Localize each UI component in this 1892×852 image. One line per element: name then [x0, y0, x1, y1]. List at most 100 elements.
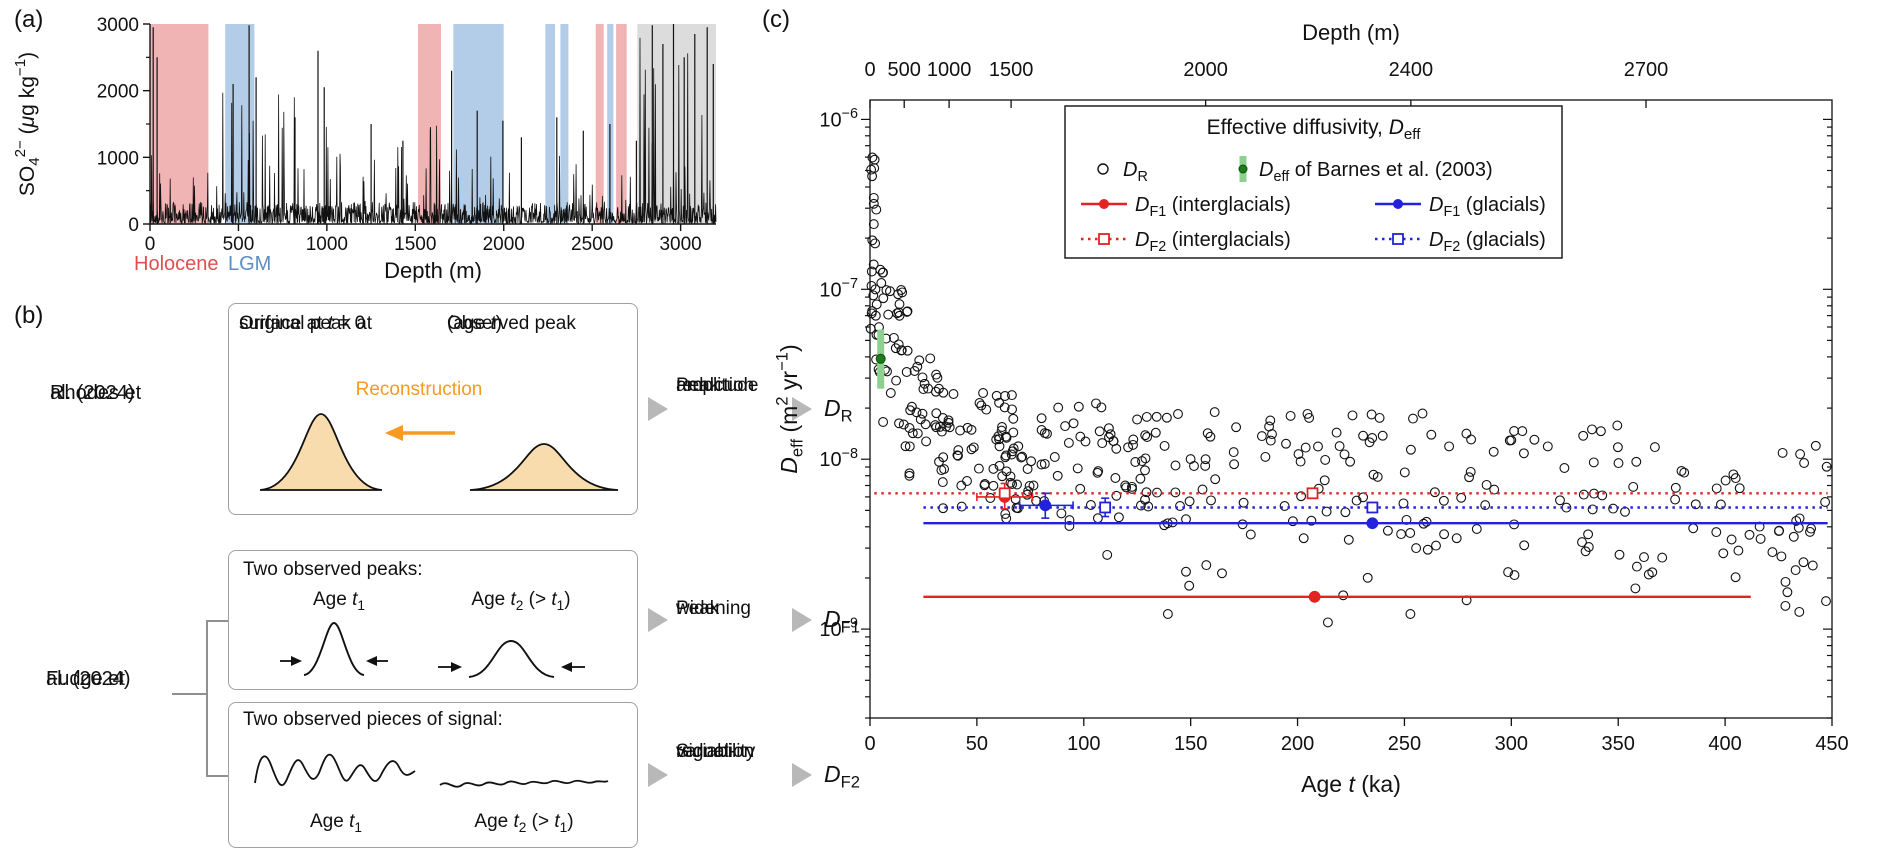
c-xlabel: Age t (ka): [1301, 771, 1401, 797]
dr-point: [1620, 506, 1630, 517]
dr-point: [931, 408, 942, 419]
dr-point: [1580, 546, 1591, 557]
barnes-point: [875, 353, 886, 364]
dr-point: [1755, 533, 1766, 544]
dr-point: [1711, 483, 1722, 494]
depth-tick-label: 1000: [927, 59, 972, 81]
dr-point: [985, 493, 996, 503]
dr-point: [1022, 464, 1033, 474]
dr-point: [868, 259, 879, 270]
depth-axis-title: Depth (m): [1302, 20, 1400, 45]
dr-point: [909, 366, 920, 376]
dr-point: [1587, 424, 1597, 435]
reconstruction-arrow-icon: [385, 425, 455, 441]
observed-peak-curve: [469, 443, 619, 491]
dr-point: [1503, 567, 1514, 578]
dr-point: [1064, 521, 1075, 531]
dr-point: [1583, 529, 1594, 540]
dr-point: [1643, 569, 1654, 580]
dr-point: [1339, 449, 1350, 460]
dr-point: [1649, 442, 1660, 453]
dr-point: [1265, 415, 1276, 426]
dr-point: [1331, 427, 1342, 438]
legend-box: [1064, 105, 1563, 259]
dr-point: [1161, 412, 1172, 423]
dr-point: [1821, 596, 1831, 607]
signal-piece-1: [254, 753, 416, 786]
c-xtick-label: 400: [1708, 733, 1741, 755]
dr-point: [896, 345, 907, 356]
dr-point: [907, 428, 918, 439]
df2-result: DF2: [824, 761, 860, 792]
dr-point: [1559, 463, 1570, 473]
dr-point: [1810, 440, 1821, 451]
dr-point: [871, 204, 882, 215]
dr-point: [878, 417, 889, 427]
dr-point: [1072, 463, 1083, 474]
dr-point: [1597, 490, 1608, 501]
arrow-right-icon: [792, 397, 812, 421]
dr-point: [1170, 460, 1181, 471]
dr-point: [1181, 566, 1191, 577]
legend-circle-icon: [1099, 199, 1109, 209]
dr-point: [877, 267, 888, 278]
dr-point: [911, 407, 922, 418]
dr-point: [1718, 548, 1729, 559]
dr-point: [1358, 430, 1369, 441]
legend-barnes-label: Deff of Barnes et al. (2003): [1259, 159, 1493, 185]
dr-point: [1012, 479, 1022, 490]
dr-point: [894, 299, 905, 310]
dr-point: [1293, 449, 1304, 460]
dr-point: [920, 419, 931, 430]
dr-point: [1334, 441, 1345, 452]
fit-marker-circle: [1039, 499, 1052, 512]
dr-point: [1085, 500, 1096, 510]
lgm-band: [545, 24, 555, 224]
legend-barnes-dot-icon: [1238, 164, 1248, 174]
depth-tick-label: 2700: [1624, 59, 1669, 81]
fudge-bracket: [172, 693, 206, 695]
dr-point: [1068, 418, 1079, 429]
dr-point: [1075, 431, 1086, 442]
dr-point: [901, 367, 912, 377]
dr-point: [1509, 426, 1520, 436]
dr-point: [905, 405, 916, 416]
dr-point: [1028, 480, 1039, 491]
dr-point: [968, 442, 979, 453]
dr-point: [1000, 391, 1010, 401]
dr-point: [1052, 470, 1063, 481]
dr-point: [1798, 557, 1809, 568]
dr-point: [1321, 506, 1332, 517]
dr-point: [1517, 426, 1528, 437]
reconstruction-label: Reconstruction: [355, 379, 483, 400]
dr-point: [871, 299, 882, 310]
dr-point: [1217, 568, 1227, 579]
dr-point: [1281, 438, 1291, 449]
dr-point: [1488, 446, 1499, 457]
dr-point: [1103, 423, 1114, 434]
dr-point: [1358, 492, 1369, 503]
panel-b-diagram: Rhodes et al. (2024) Fudge et al. (2024)…: [0, 295, 860, 852]
legend-square-icon: [1392, 233, 1404, 245]
dr-point: [1105, 429, 1116, 440]
fudge-line2: al. (2024): [46, 668, 131, 690]
dr-point: [1790, 565, 1801, 576]
dr-point: [898, 419, 909, 430]
dr-point: [1362, 572, 1373, 583]
dr-point: [900, 441, 911, 452]
c-ytick-label: 10−7: [819, 276, 858, 301]
dr-point: [1008, 427, 1019, 438]
dr-point: [870, 310, 881, 321]
panel-c-label: (c): [762, 6, 790, 33]
dr-point: [1017, 451, 1028, 462]
dr-point: [1200, 460, 1211, 471]
dr-point: [1405, 609, 1416, 619]
dr-point: [1777, 447, 1788, 458]
a-ytick-label: 0: [128, 215, 139, 236]
dr-point: [1730, 473, 1741, 484]
dr-point: [1368, 469, 1379, 480]
dr-point: [1185, 454, 1196, 465]
dr-point: [1347, 410, 1358, 421]
dr-point: [1063, 437, 1074, 448]
dr-point: [1093, 466, 1104, 477]
